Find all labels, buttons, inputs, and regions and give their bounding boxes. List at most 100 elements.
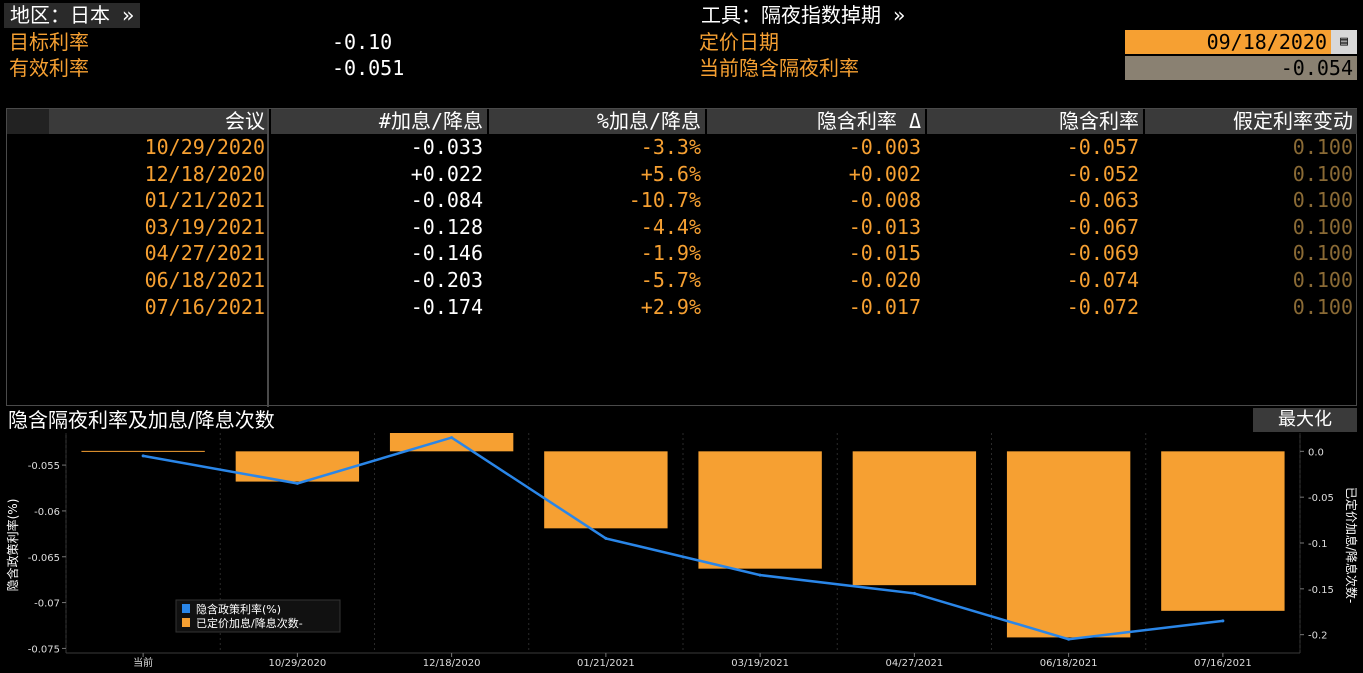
cell-implied-delta: -0.003: [848, 135, 921, 159]
x-tick-label: 07/16/2021: [1194, 658, 1252, 669]
cell-hikes-pct: -5.7%: [640, 268, 701, 292]
region-selector-button[interactable]: 地区：日本 »: [4, 3, 141, 28]
implied-rate-line: [142, 436, 1224, 641]
cell-assumed-move: 0.100: [1292, 268, 1353, 292]
effective-rate-value: -0.051: [332, 56, 405, 80]
maximize-button[interactable]: 最大化: [1253, 408, 1357, 432]
col-header-meeting[interactable]: 会议: [49, 109, 269, 134]
line-point: [295, 481, 299, 485]
target-rate-value: -0.10: [332, 30, 393, 54]
cell-implied-delta: -0.008: [848, 188, 921, 213]
left-tick-label: -0.06: [34, 507, 60, 518]
cell-assumed-move: 0.100: [1292, 188, 1353, 213]
cell-hikes-count: -0.033: [410, 135, 483, 159]
cell-hikes-count: -0.146: [410, 241, 483, 266]
implied-rate-chart: 隐含政策利率(%) 已定价加息/降息次数- -0.055 -0.06 -0.065 -…: [5, 431, 1359, 669]
x-tick-label: 01/21/2021: [577, 658, 635, 669]
cell-implied-rate: -0.072: [1066, 294, 1139, 319]
legend-box: [175, 599, 341, 633]
implied-overnight-label: 当前隐含隔夜利率: [699, 56, 859, 80]
chart-container: 隐含政策利率(%) 已定价加息/降息次数- -0.055 -0.06 -0.065 -…: [0, 431, 1363, 673]
bar-06-18-2021: [1006, 451, 1131, 638]
bar-04-27-2021: [852, 451, 977, 586]
meetings-table: 会议 #加息/降息 %加息/降息 隐含利率 Δ 隐含利率 假定利率变动 10/2…: [6, 108, 1357, 407]
cell-meeting-date: 10/29/2020: [144, 135, 265, 159]
cell-implied-rate: -0.067: [1066, 214, 1139, 239]
left-tick-label: -0.07: [34, 599, 60, 610]
left-tick-label: -0.055: [28, 461, 60, 472]
right-tick-label: -0.05: [1308, 493, 1334, 504]
cell-meeting-date: 12/18/2020: [144, 161, 265, 186]
x-tick-label: 06/18/2021: [1040, 658, 1098, 669]
cell-hikes-count: +0.022: [410, 161, 483, 186]
cell-meeting-date: 01/21/2021: [144, 188, 265, 213]
x-tick-label: 04/27/2021: [886, 658, 944, 669]
cell-meeting-date: 04/27/2021: [144, 241, 265, 266]
line-point: [758, 573, 762, 577]
legend-swatch-line: [182, 604, 190, 613]
x-tick-label: 当前: [133, 656, 153, 669]
right-tick-label: -0.1: [1308, 539, 1328, 550]
cell-implied-delta: -0.017: [848, 294, 921, 319]
target-rate-label: 目标利率: [9, 30, 89, 54]
cell-assumed-move: 0.100: [1292, 241, 1353, 266]
col-header-implied-rate[interactable]: 隐含利率: [927, 109, 1143, 134]
pricing-date-label: 定价日期: [699, 30, 779, 54]
tool-selector-button[interactable]: 工具：隔夜指数掉期 »: [701, 3, 906, 27]
line-point: [1221, 619, 1225, 623]
chart-title: 隐含隔夜利率及加息/降息次数: [8, 408, 275, 432]
col-header-implied-delta[interactable]: 隐含利率 Δ: [707, 109, 925, 134]
bar-07-16-2021: [1161, 451, 1285, 611]
cell-assumed-move: 0.100: [1292, 294, 1353, 319]
left-tick-label: -0.065: [28, 553, 60, 564]
cell-implied-rate: -0.057: [1066, 135, 1139, 159]
cell-hikes-pct: -10.7%: [628, 188, 701, 213]
line-point: [450, 436, 454, 440]
x-tick-label: 10/29/2020: [269, 658, 327, 669]
left-axis-label: 隐含政策利率(%): [5, 499, 20, 592]
cell-implied-rate: -0.069: [1066, 241, 1139, 266]
cell-hikes-count: -0.084: [410, 188, 483, 213]
legend-label-line: 隐含政策利率(%): [196, 602, 281, 616]
table-corner: [7, 109, 49, 134]
cell-implied-delta: +0.002: [848, 161, 921, 186]
cell-implied-rate: -0.074: [1066, 268, 1139, 292]
cell-hikes-pct: +2.9%: [640, 294, 701, 319]
x-tick-label: 03/19/2021: [731, 658, 789, 669]
cell-assumed-move: 0.100: [1292, 161, 1353, 186]
cell-implied-delta: -0.015: [848, 241, 921, 266]
cell-meeting-date: 03/19/2021: [144, 214, 265, 239]
bar-01-21-2021: [544, 451, 668, 529]
pricing-date-field[interactable]: 09/18/2020: [1125, 30, 1331, 54]
right-tick-label: -0.15: [1308, 585, 1334, 596]
col-header-hikes-count[interactable]: #加息/降息: [271, 109, 487, 134]
cell-implied-delta: -0.013: [848, 214, 921, 239]
left-tick-label: -0.075: [28, 644, 60, 655]
legend-label-bar: 已定价加息/降息次数-: [196, 616, 303, 630]
x-tick-label: 12/18/2020: [423, 658, 481, 669]
calendar-icon[interactable]: ▤: [1331, 30, 1357, 54]
cell-hikes-pct: -4.4%: [640, 214, 701, 239]
right-tick-label: 0.0: [1308, 447, 1324, 458]
col-header-assumed-move[interactable]: 假定利率变动: [1145, 109, 1357, 134]
line-point: [912, 591, 916, 595]
effective-rate-label: 有效利率: [9, 56, 89, 80]
cell-implied-rate: -0.052: [1066, 161, 1139, 186]
cell-hikes-count: -0.203: [410, 268, 483, 292]
col-header-hikes-pct[interactable]: %加息/降息: [489, 109, 705, 134]
cell-assumed-move: 0.100: [1292, 135, 1353, 159]
cell-assumed-move: 0.100: [1292, 214, 1353, 239]
cell-hikes-count: -0.174: [410, 294, 483, 319]
bar-12-18-2020: [389, 431, 514, 452]
cell-meeting-date: 06/18/2021: [144, 268, 265, 292]
bar-10-29-2020: [235, 451, 360, 482]
cell-hikes-count: -0.128: [410, 214, 483, 239]
cell-hikes-pct: -1.9%: [640, 241, 701, 266]
implied-overnight-field: -0.054: [1125, 56, 1357, 80]
cell-implied-delta: -0.020: [848, 268, 921, 292]
cell-hikes-pct: +5.6%: [640, 161, 701, 186]
legend-swatch-bar: [182, 618, 190, 627]
cell-implied-rate: -0.063: [1066, 188, 1139, 213]
column-divider: [267, 109, 269, 407]
bar-03-19-2021: [698, 451, 822, 569]
